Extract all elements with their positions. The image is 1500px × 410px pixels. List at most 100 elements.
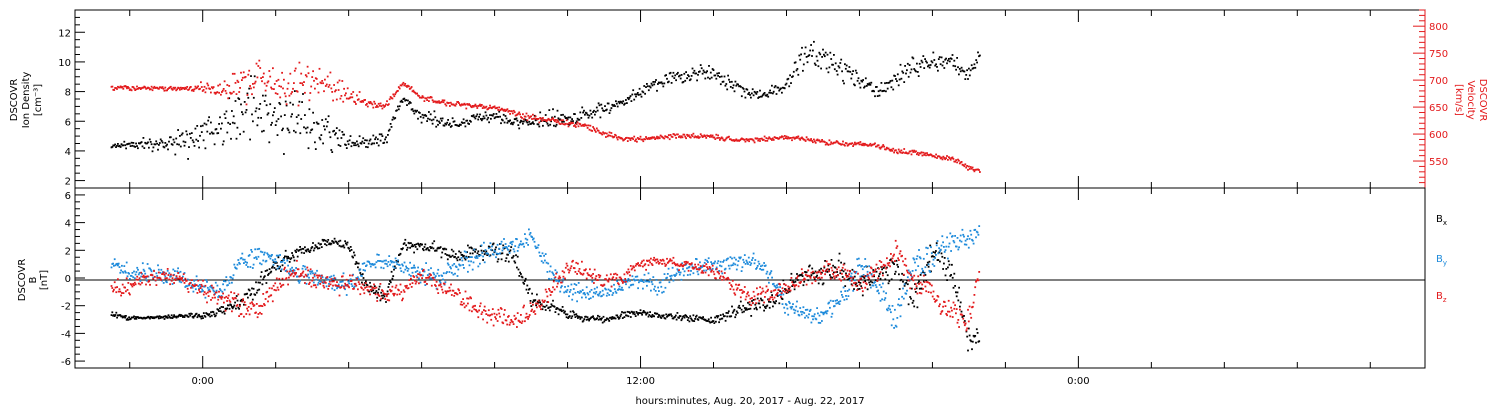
velocity-point-508 <box>574 124 576 127</box>
velocity-point-913 <box>943 157 946 159</box>
bx-point-184 <box>258 288 261 291</box>
bz-point-4 <box>113 281 116 284</box>
velocity-point-852 <box>887 147 890 150</box>
by-point-200 <box>271 254 273 256</box>
by-point-172 <box>248 254 251 256</box>
bx-point-180 <box>255 281 257 284</box>
velocity-point-931 <box>959 161 962 164</box>
by-point-580 <box>576 300 578 303</box>
by-point-293 <box>345 294 348 296</box>
bz-point-92 <box>184 277 187 280</box>
bx-point-270 <box>327 239 330 241</box>
velocity-point-308 <box>391 97 394 100</box>
density-point-103 <box>204 147 207 150</box>
bx-point-778 <box>735 313 737 316</box>
density-point-679 <box>729 86 732 88</box>
by-point-1070 <box>969 229 972 232</box>
by-point-752 <box>714 260 716 263</box>
velocity-point-102 <box>203 85 206 88</box>
velocity-point-448 <box>519 113 521 116</box>
bx-point-283 <box>337 240 340 243</box>
bz-point-497 <box>509 321 512 324</box>
density-point-189 <box>283 153 285 155</box>
density-point-225 <box>315 121 318 124</box>
bz-point-614 <box>603 283 606 286</box>
bx-point-833 <box>779 290 781 293</box>
by-point-749 <box>711 267 714 270</box>
bz-point-71 <box>167 274 170 276</box>
by-point-725 <box>692 272 695 275</box>
density-point-231 <box>321 119 324 121</box>
density-point-662 <box>714 74 717 77</box>
bx-point-0 <box>110 314 113 316</box>
by-point-1010 <box>921 267 924 270</box>
by-point-694 <box>667 267 670 270</box>
velocity-point-219 <box>310 85 313 88</box>
bz-point-706 <box>677 264 680 267</box>
by-point-87 <box>180 281 183 284</box>
velocity-point-635 <box>689 136 692 139</box>
velocity-point-469 <box>538 121 541 124</box>
by-point-379 <box>414 271 417 273</box>
bx-point-878 <box>815 276 818 278</box>
density-point-139 <box>237 97 240 100</box>
by-point-926 <box>853 279 856 282</box>
velocity-tick-label: 650 <box>1429 103 1448 114</box>
density-point-462 <box>532 121 534 124</box>
bx-point-425 <box>451 254 454 257</box>
by-point-936 <box>861 268 864 271</box>
bz-point-214 <box>282 283 285 286</box>
density-point-550 <box>612 105 615 107</box>
density-point-186 <box>280 115 282 118</box>
velocity-point-48 <box>154 87 157 89</box>
bx-point-574 <box>571 315 574 318</box>
bx-point-813 <box>763 309 765 312</box>
by-point-975 <box>893 327 895 329</box>
bx-point-868 <box>807 279 810 282</box>
bz-point-169 <box>246 307 248 310</box>
velocity-point-732 <box>778 137 781 140</box>
density-point-738 <box>783 87 786 90</box>
bx-point-872 <box>810 274 813 276</box>
bz-point-126 <box>211 296 214 299</box>
velocity-point-290 <box>375 106 377 108</box>
bx-point-1062 <box>963 315 965 317</box>
by-point-508 <box>518 244 521 247</box>
by-point-965 <box>885 292 887 295</box>
by-point-374 <box>410 267 413 269</box>
density-point-755 <box>799 58 802 61</box>
velocity-point-755 <box>799 138 802 141</box>
velocity-point-204 <box>296 90 299 93</box>
density-point-677 <box>728 78 730 81</box>
velocity-point-420 <box>493 105 496 108</box>
velocity-point-231 <box>321 80 324 82</box>
bz-point-770 <box>728 282 731 284</box>
bx-point-750 <box>712 320 715 322</box>
bz-point-280 <box>335 284 338 287</box>
velocity-point-877 <box>910 153 913 156</box>
velocity-point-413 <box>487 108 490 110</box>
bx-point-348 <box>389 281 392 284</box>
by-point-28 <box>133 270 135 273</box>
density-point-262 <box>349 135 352 137</box>
density-point-304 <box>387 129 390 132</box>
by-point-838 <box>783 306 786 309</box>
bz-point-434 <box>459 292 461 294</box>
velocity-point-739 <box>784 137 787 139</box>
bz-point-551 <box>552 280 555 283</box>
velocity-point-561 <box>622 139 625 142</box>
by-point-645 <box>628 286 631 289</box>
by-point-944 <box>868 265 871 268</box>
density-point-302 <box>386 141 388 144</box>
bz-point-591 <box>585 268 587 271</box>
velocity-point-193 <box>286 87 289 90</box>
density-point-922 <box>951 54 954 56</box>
bz-point-474 <box>491 313 493 316</box>
velocity-tick-label: 700 <box>1429 76 1448 87</box>
by-point-235 <box>299 279 301 282</box>
bx-point-608 <box>598 315 601 318</box>
velocity-point-423 <box>496 106 499 109</box>
velocity-point-567 <box>627 137 630 139</box>
density-point-331 <box>412 110 415 112</box>
by-point-718 <box>686 274 689 276</box>
